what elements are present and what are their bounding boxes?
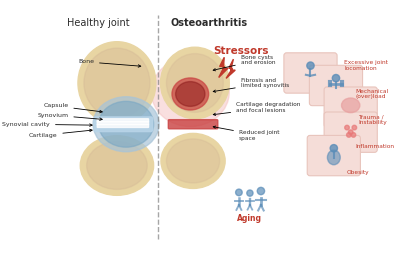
Text: Stressors: Stressors	[213, 46, 268, 56]
FancyBboxPatch shape	[97, 124, 148, 128]
FancyBboxPatch shape	[284, 53, 337, 93]
Text: Synovium: Synovium	[37, 113, 102, 120]
Ellipse shape	[87, 142, 147, 189]
Text: Cartilage: Cartilage	[29, 129, 92, 138]
Circle shape	[247, 190, 253, 196]
FancyBboxPatch shape	[97, 119, 148, 122]
Ellipse shape	[84, 48, 150, 118]
Ellipse shape	[327, 150, 340, 165]
FancyBboxPatch shape	[307, 135, 360, 176]
Text: Excessive joint
locomation: Excessive joint locomation	[344, 60, 388, 71]
Ellipse shape	[161, 133, 225, 188]
FancyBboxPatch shape	[309, 65, 362, 106]
Text: Reduced joint
space: Reduced joint space	[213, 126, 280, 141]
Text: Bone cysts
and erosion: Bone cysts and erosion	[213, 55, 275, 71]
FancyBboxPatch shape	[94, 117, 153, 132]
Text: Trauma /
Instability: Trauma / Instability	[358, 114, 387, 125]
Circle shape	[351, 133, 356, 137]
Ellipse shape	[166, 54, 223, 112]
Ellipse shape	[176, 82, 205, 106]
FancyBboxPatch shape	[97, 121, 148, 125]
Circle shape	[330, 145, 338, 152]
Ellipse shape	[98, 101, 154, 147]
Text: Synovial cavity: Synovial cavity	[2, 122, 92, 127]
Text: Osteoarthritis: Osteoarthritis	[170, 18, 247, 28]
Text: Obesity: Obesity	[346, 170, 369, 175]
Text: Inflammation: Inflammation	[355, 144, 394, 149]
Text: Capsule: Capsule	[43, 103, 102, 113]
Circle shape	[345, 125, 349, 130]
Polygon shape	[219, 57, 228, 77]
Ellipse shape	[166, 139, 220, 183]
Circle shape	[332, 74, 340, 82]
Circle shape	[346, 133, 351, 137]
Ellipse shape	[93, 97, 159, 152]
Ellipse shape	[342, 98, 360, 113]
Ellipse shape	[78, 42, 156, 124]
Ellipse shape	[80, 136, 154, 195]
Circle shape	[257, 187, 264, 195]
FancyBboxPatch shape	[324, 87, 377, 127]
FancyBboxPatch shape	[324, 112, 377, 152]
FancyBboxPatch shape	[168, 120, 218, 129]
Ellipse shape	[151, 58, 229, 126]
Ellipse shape	[160, 47, 229, 119]
Polygon shape	[226, 59, 235, 78]
Circle shape	[352, 125, 357, 130]
Ellipse shape	[172, 78, 209, 110]
Text: Healthy joint: Healthy joint	[67, 18, 130, 28]
Text: Fibrosis and
limited synovitis: Fibrosis and limited synovitis	[213, 77, 289, 92]
Text: Cartilage degradation
and focal lesions: Cartilage degradation and focal lesions	[213, 102, 300, 116]
Text: Mechanical
(over)load: Mechanical (over)load	[355, 89, 388, 99]
Text: Bone: Bone	[78, 59, 141, 67]
Circle shape	[236, 189, 242, 196]
Text: Aging: Aging	[238, 214, 262, 223]
Circle shape	[348, 130, 353, 134]
Circle shape	[307, 62, 314, 69]
